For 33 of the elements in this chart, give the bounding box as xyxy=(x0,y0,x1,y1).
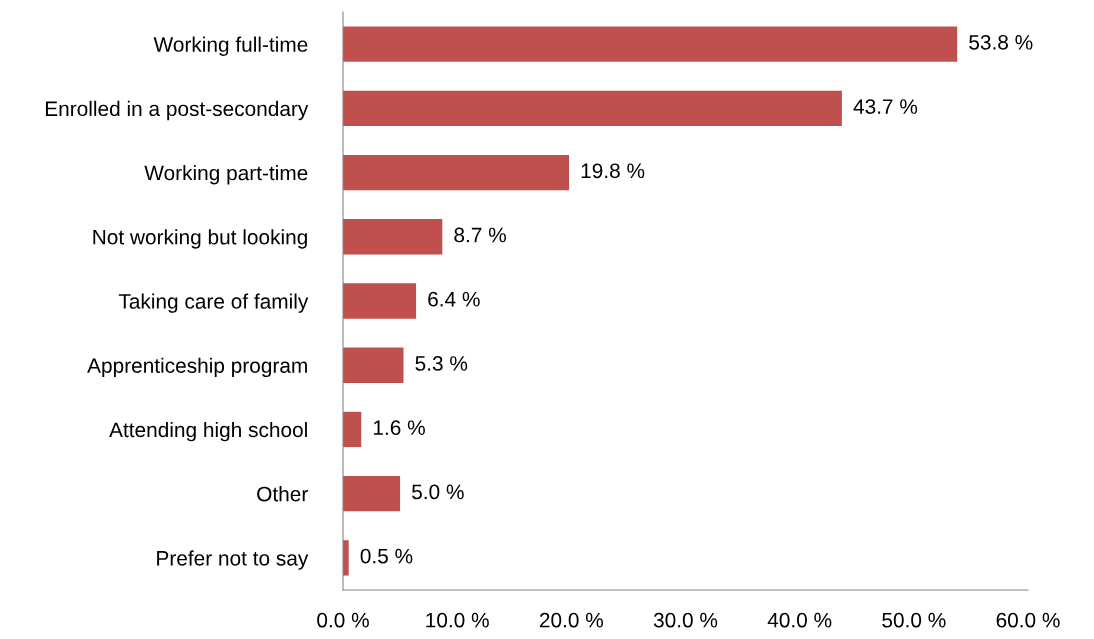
bar xyxy=(343,154,570,191)
x-tick-label: 0.0 % xyxy=(317,612,369,628)
y-tick-label: Prefer not to say xyxy=(157,550,309,570)
bar xyxy=(343,219,443,255)
data-label: 5.3 % xyxy=(415,356,468,371)
x-tick-label: 40.0 % xyxy=(767,612,832,628)
bar xyxy=(343,283,417,319)
y-tick-label: Not working but looking xyxy=(93,229,307,249)
bar xyxy=(343,476,401,512)
data-label: 19.8 % xyxy=(581,163,645,179)
y-tick-label: Attending high school xyxy=(109,421,307,442)
bar xyxy=(343,90,842,126)
x-tick-label: 30.0 % xyxy=(653,612,718,628)
data-label: 6.4 % xyxy=(428,291,480,307)
data-label: 43.7 % xyxy=(853,99,918,114)
x-tick-label: 10.0 % xyxy=(426,612,489,628)
y-tick-label: Working full-time xyxy=(153,36,308,56)
data-label: 8.7 % xyxy=(454,227,506,243)
data-label: 5.0 % xyxy=(412,484,464,500)
y-tick-label: Other xyxy=(257,486,308,502)
data-label: 0.5 % xyxy=(360,548,413,564)
bar xyxy=(343,26,958,62)
data-label: 1.6 % xyxy=(373,420,425,436)
x-tick-label: 50.0 % xyxy=(882,612,946,628)
y-tick-label: Apprenticeship program xyxy=(87,357,307,378)
y-tick-label: Taking care of family xyxy=(118,293,309,313)
x-tick-label: 20.0 % xyxy=(539,612,604,628)
y-tick-label: Enrolled in a post-secondary xyxy=(45,100,309,121)
bar xyxy=(343,411,362,448)
y-tick-label: Working part-time xyxy=(144,165,308,185)
x-tick-label: 60.0 % xyxy=(996,612,1060,628)
data-label: 53.8 % xyxy=(969,34,1033,50)
bar xyxy=(343,347,404,383)
